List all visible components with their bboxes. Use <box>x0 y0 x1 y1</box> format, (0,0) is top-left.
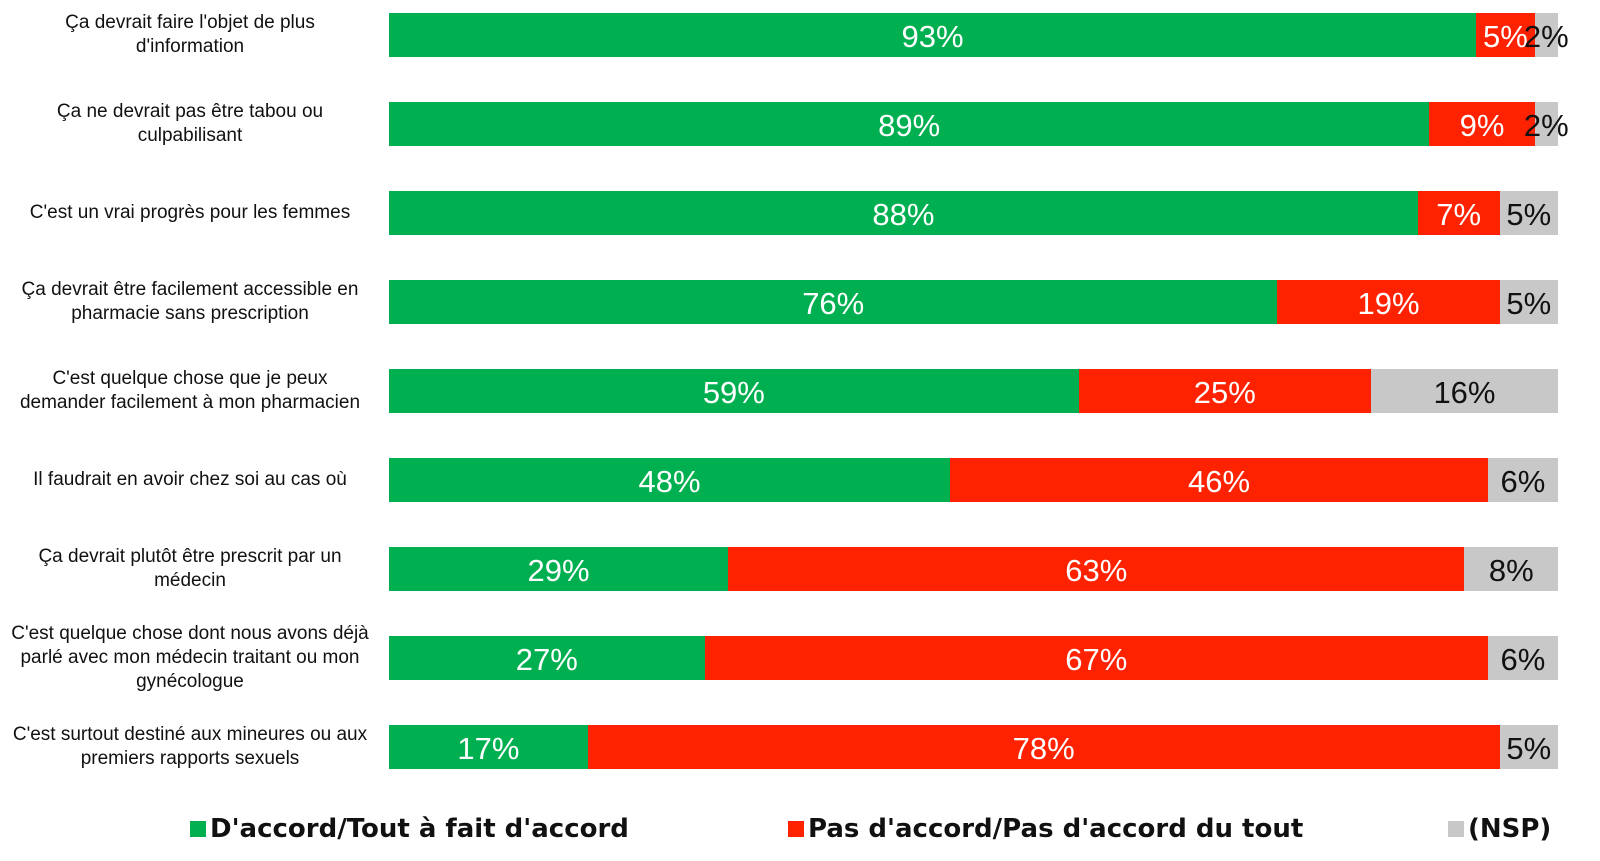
category-label: Ça devrait faire l'objet de plus d'infor… <box>65 12 315 57</box>
data-label: 46% <box>1187 464 1251 499</box>
legend-label: (NSP) <box>1468 814 1552 844</box>
data-label: 88% <box>872 197 935 232</box>
data-label: 76% <box>802 286 865 321</box>
data-label: 16% <box>1433 375 1496 410</box>
data-label: 19% <box>1357 286 1420 321</box>
bar-segment <box>1487 636 1558 680</box>
legend-item: (NSP) <box>1448 814 1551 844</box>
bar-segment <box>1534 102 1558 146</box>
legend-swatch <box>190 821 206 837</box>
data-label: 25% <box>1193 375 1256 410</box>
legend-label: Pas d'accord/Pas d'accord du tout <box>808 814 1304 844</box>
data-label: 67% <box>1065 642 1128 677</box>
data-label: 6% <box>1500 464 1546 499</box>
data-label: 78% <box>1012 731 1075 766</box>
category-label: C'est un vrai progrès pour les femmes <box>29 202 351 223</box>
data-label: 48% <box>638 464 701 499</box>
data-label: 89% <box>878 108 941 143</box>
bar-segment <box>950 458 1488 502</box>
bar-segment <box>1277 280 1500 324</box>
legend-label: D'accord/Tout à fait d'accord <box>210 814 629 844</box>
legend-swatch <box>1448 821 1464 837</box>
bar-segment <box>389 725 588 769</box>
category-label: Il faudrait en avoir chez soi au cas où <box>33 469 347 490</box>
data-label: 29% <box>527 553 590 588</box>
data-label: 2% <box>1523 108 1569 143</box>
bar-segment <box>389 458 951 502</box>
data-label: 7% <box>1436 197 1482 232</box>
category-label: Ça devrait être facilement accessible en… <box>21 279 359 324</box>
bar-segment <box>1534 13 1558 57</box>
data-label: 2% <box>1523 19 1569 54</box>
data-label: 5% <box>1506 731 1552 766</box>
bar-segment <box>1499 280 1558 324</box>
data-label: 27% <box>515 642 578 677</box>
bar-segment <box>389 280 1278 324</box>
bar-segment <box>1429 102 1535 146</box>
category-label: C'est quelque chose que je peux demander… <box>19 368 361 413</box>
data-label: 5% <box>1482 19 1528 54</box>
data-label: 63% <box>1065 553 1128 588</box>
bar-segment <box>704 636 1488 680</box>
data-label: 93% <box>901 19 964 54</box>
data-label: 59% <box>702 375 765 410</box>
legend-item: Pas d'accord/Pas d'accord du tout <box>788 814 1303 844</box>
category-label: C'est surtout destiné aux mineures ou au… <box>12 724 368 769</box>
legend-item: D'accord/Tout à fait d'accord <box>190 814 629 844</box>
bar-segment <box>728 547 1465 591</box>
bar-segment <box>1499 725 1558 769</box>
data-label: 6% <box>1500 642 1546 677</box>
bar-segment <box>1487 458 1558 502</box>
bar-segment <box>587 725 1500 769</box>
bar-segment <box>1464 547 1558 591</box>
category-label: Ça ne devrait pas être tabou ou culpabil… <box>56 101 324 146</box>
bar-segment <box>389 547 728 591</box>
legend-swatch <box>788 821 804 837</box>
bar-segment <box>389 191 1418 235</box>
category-label: Ça devrait plutôt être prescrit par un m… <box>38 546 342 591</box>
bar-segment <box>1417 191 1500 235</box>
bar-segment <box>1476 13 1535 57</box>
bar-segment <box>1370 369 1558 413</box>
bar-segment <box>389 13 1477 57</box>
bar-segment <box>389 636 705 680</box>
bar-segment <box>1078 369 1371 413</box>
data-label: 5% <box>1506 286 1552 321</box>
bar-segment <box>389 369 1079 413</box>
bar-segment <box>1499 191 1558 235</box>
data-label: 17% <box>457 731 520 766</box>
category-label: C'est quelque chose dont nous avons déjà… <box>11 623 369 692</box>
bar-segment <box>389 102 1430 146</box>
data-label: 9% <box>1459 108 1505 143</box>
data-label: 8% <box>1488 553 1534 588</box>
data-label: 5% <box>1506 197 1552 232</box>
